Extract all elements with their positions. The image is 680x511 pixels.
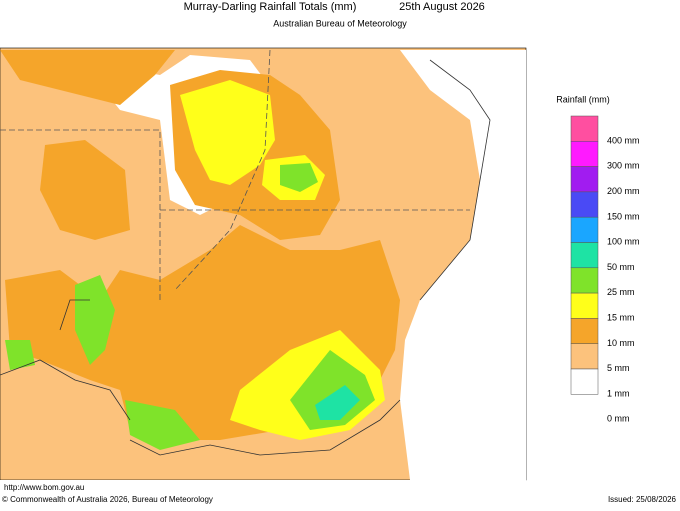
issued: Issued: 25/08/2026	[608, 495, 677, 504]
legend: 400 mm 300 mm 200 mm 150 mm 100 mm 50 mm 25 mm…	[570, 115, 640, 424]
legend-label: 50 mm	[607, 262, 635, 272]
subtitle: Australian Bureau of Meteorology	[273, 18, 407, 28]
coastline	[0, 59, 491, 456]
legend-label: 150 mm	[607, 211, 640, 221]
legend-swatch	[570, 191, 599, 218]
legend-label: 15 mm	[607, 312, 635, 322]
map-base	[0, 480, 526, 505]
legend-swatch	[570, 368, 599, 395]
legend-swatch	[570, 292, 599, 319]
url: http://www.bom.gov.au	[4, 483, 84, 492]
legend-title: Rainfall (mm)	[556, 94, 610, 104]
legend-swatch	[570, 242, 599, 269]
legend-swatch	[570, 318, 599, 344]
rain-25mm	[5, 340, 35, 370]
rain-25mm	[290, 350, 375, 430]
legend-label: 25 mm	[607, 287, 635, 297]
legend-label: 1 mm	[607, 388, 630, 398]
legend-label: 400 mm	[607, 135, 640, 145]
legend-swatch	[570, 166, 599, 193]
rain-25mm	[125, 400, 200, 450]
date: 25th August 2026	[399, 1, 485, 13]
legend-label: 10 mm	[607, 338, 635, 348]
rain-50mm	[315, 385, 360, 420]
legend-label: 300 mm	[607, 161, 640, 171]
rain-10mm	[0, 50, 175, 105]
rain-10mm	[40, 140, 130, 240]
rain-25mm	[280, 163, 318, 192]
rain-25mm	[75, 275, 115, 365]
state-border	[0, 49, 470, 300]
title: Murray-Darling Rainfall Totals (mm)	[184, 1, 357, 13]
legend-swatch	[570, 141, 599, 167]
legend-swatch	[570, 343, 599, 370]
legend-label: 0 mm	[607, 414, 630, 424]
legend-swatch	[570, 115, 599, 142]
legend-label: 5 mm	[607, 363, 630, 373]
legend-swatch	[570, 216, 599, 243]
rain-15mm	[180, 80, 275, 185]
copyright: © Commonwealth of Australia 2026, Bureau…	[2, 495, 213, 504]
legend-swatch	[570, 267, 599, 294]
map-area	[0, 47, 527, 505]
dry-region	[400, 50, 526, 480]
legend-label: 200 mm	[607, 186, 640, 196]
legend-label: 100 mm	[607, 237, 640, 247]
